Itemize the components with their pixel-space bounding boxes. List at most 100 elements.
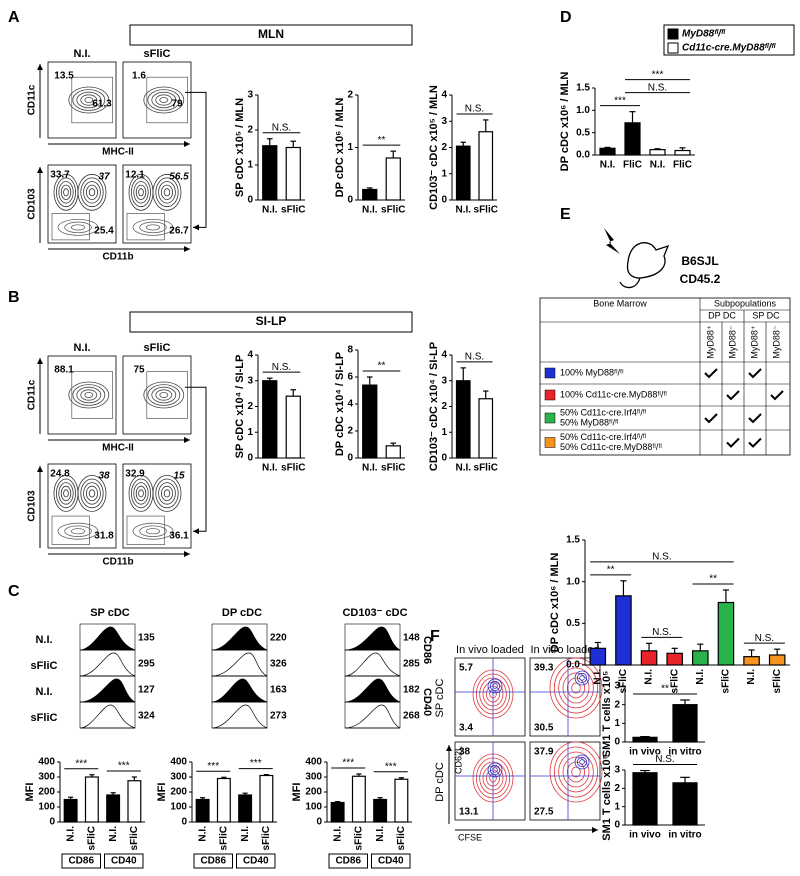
x-tick-label: sFliC [281, 205, 305, 216]
y-tick-label: 0 [347, 195, 353, 206]
tissue-title: SI-LP [256, 314, 287, 328]
contour [132, 218, 174, 236]
check [704, 368, 718, 379]
y-tick-label: 400 [38, 757, 55, 768]
y-tick-label: 2 [247, 125, 253, 136]
marker-label: CD40 [421, 688, 433, 716]
group-label: sFliC [144, 48, 171, 60]
tissue-header [129, 311, 413, 333]
histogram [79, 678, 136, 703]
x-tick-label: sFliC [618, 669, 629, 693]
gate-value: 13.1 [459, 807, 479, 818]
histogram [344, 704, 401, 729]
significance: ** [378, 135, 386, 146]
gate-value: 37.9 [534, 747, 554, 758]
x-tick-label: sFliC [381, 463, 405, 474]
y-axis-label: SM1 T cells x10⁵ [601, 754, 613, 841]
contour [487, 678, 503, 694]
y-tick-label: 0.5 [576, 127, 590, 138]
histogram-frame [211, 649, 268, 677]
bar [768, 654, 786, 666]
gate [126, 213, 165, 241]
contour [571, 682, 581, 694]
y-tick-label: 200 [170, 787, 187, 798]
gate-value: 25.4 [94, 226, 114, 237]
mouse [619, 242, 670, 289]
mfi-value: 324 [138, 711, 155, 722]
y-tick-label: 1 [614, 718, 620, 729]
axis-label: CD103 [27, 490, 38, 522]
contour [487, 762, 503, 778]
contour [83, 482, 101, 505]
bar [262, 145, 278, 201]
contour [139, 525, 167, 537]
x-tick-label: N.I. [197, 826, 208, 842]
y-tick-label: 3 [247, 90, 253, 101]
y-tick-label: 3 [247, 375, 253, 386]
check [748, 368, 762, 379]
contour [143, 86, 185, 114]
gate-value: 37 [98, 172, 110, 183]
contour [576, 672, 588, 684]
table-header: Subpopulations [714, 298, 777, 308]
contour [80, 94, 98, 106]
gate-value: 5.7 [459, 663, 473, 674]
x-tick-label: sFliC [354, 826, 365, 850]
y-tick-label: 2 [347, 426, 353, 437]
y-axis-label: CD103⁻ cDC x10⁴ / SI-LP [428, 342, 440, 471]
contour [77, 474, 107, 512]
contour [562, 756, 590, 788]
x-tick-label: sFliC [261, 826, 272, 850]
y-axis-label: DP cDC x10⁶ / MLN [549, 553, 561, 653]
mfi-value: 127 [138, 685, 155, 696]
significance: ** [378, 361, 386, 372]
y-tick-label: 2 [347, 90, 353, 101]
gate [146, 76, 188, 124]
contour [145, 528, 161, 535]
gate-value: 79 [171, 98, 183, 109]
histogram-frame [211, 701, 268, 729]
contour [163, 489, 171, 498]
contour [489, 680, 501, 692]
bar [106, 794, 121, 823]
bar [285, 395, 301, 459]
row-label: 100% Cd11c-cre.MyD88ᶠˡ/ᶠˡ [560, 389, 667, 399]
x-tick-label: N.I. [644, 669, 655, 685]
contour [155, 478, 179, 509]
bar [478, 131, 494, 201]
axis-label: CD62L [453, 746, 463, 774]
x-tick-label: in vitro [668, 747, 701, 758]
row-swatch [544, 412, 556, 424]
histogram-frame [344, 701, 401, 729]
bar [238, 794, 253, 823]
row-label: 50% Cd11c-cre.Irf4ᶠˡ/ᶠˡ [560, 407, 646, 417]
x-tick-label: N.I. [600, 160, 616, 171]
gate-value: 38 [459, 747, 471, 758]
y-tick-label: 1 [247, 160, 253, 171]
contour [158, 482, 176, 505]
bar [624, 122, 641, 156]
contour [139, 221, 167, 234]
x-tick-label: N.I. [362, 463, 378, 474]
x-tick-label: N.I. [375, 826, 386, 842]
bar [362, 188, 378, 201]
y-tick-label: 300 [38, 772, 55, 783]
bar [632, 772, 658, 826]
contour [558, 751, 594, 793]
x-tick-label: N.I. [65, 826, 76, 842]
contour [56, 177, 77, 208]
x-tick-label: N.I. [650, 160, 666, 171]
bar [743, 656, 760, 666]
contour [151, 91, 177, 109]
contour [147, 384, 181, 406]
contour [549, 741, 603, 803]
table-frame [539, 297, 791, 456]
panel-label: D [560, 9, 572, 26]
axis-label: CFSE [458, 832, 482, 842]
group-label: N.I. [73, 342, 90, 354]
y-tick-label: 3 [614, 681, 620, 692]
histogram [79, 704, 136, 729]
bar [262, 380, 278, 459]
mfi-value: 182 [403, 685, 420, 696]
bar [615, 595, 632, 666]
